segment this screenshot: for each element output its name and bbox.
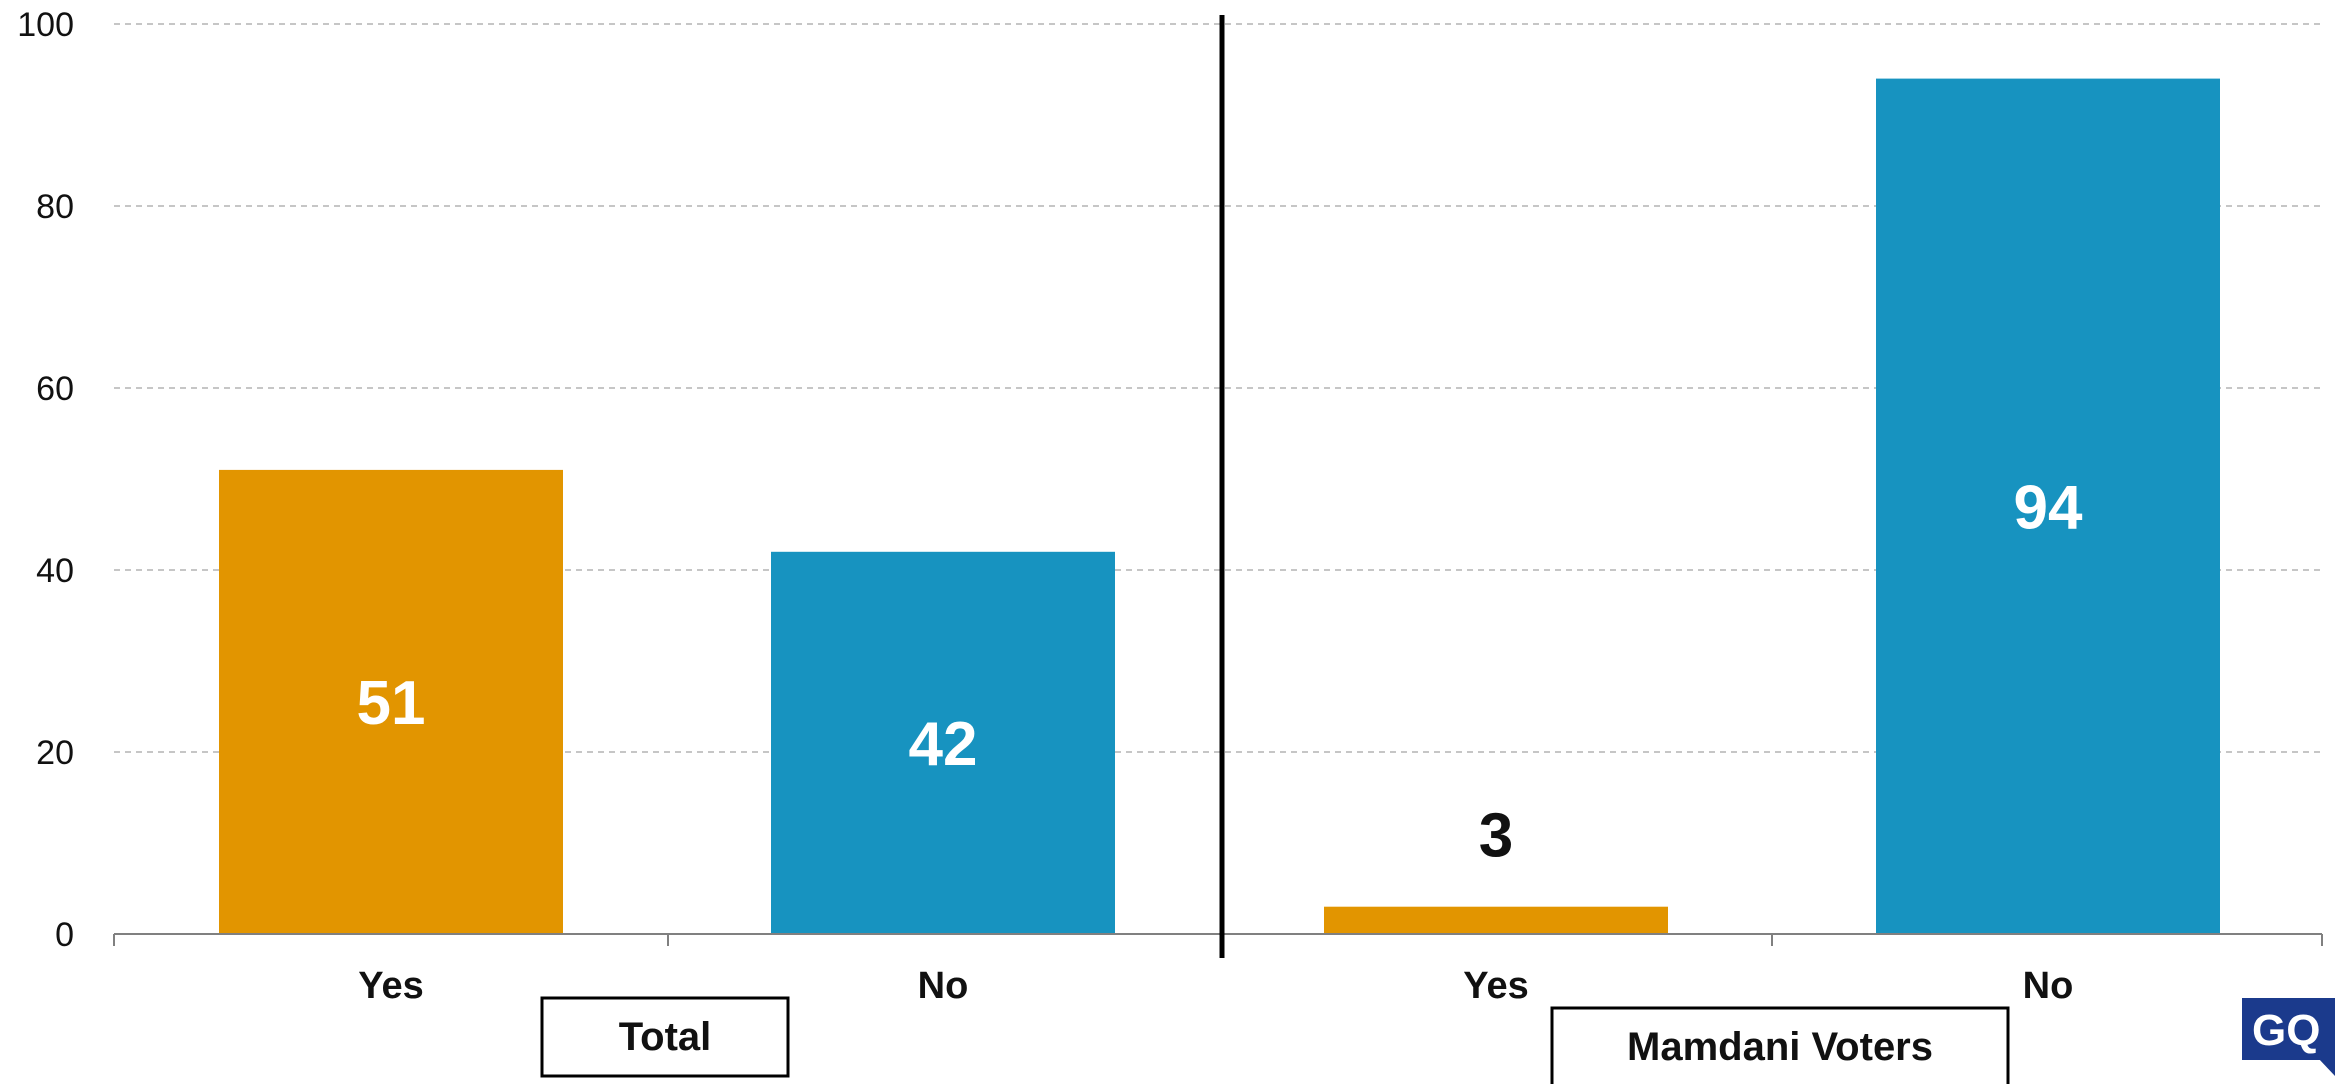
logo-tail: [2318, 1058, 2335, 1076]
y-tick-label: 80: [36, 188, 74, 226]
group-label: Mamdani Voters: [1627, 1025, 1933, 1069]
bar-no: [771, 551, 1115, 934]
y-tick-label: 60: [36, 370, 74, 408]
value-label: 51: [357, 669, 426, 738]
category-label: No: [918, 965, 969, 1007]
category-label: Yes: [358, 965, 424, 1007]
x-axis: [113, 933, 2323, 946]
group-label-box: [540, 996, 790, 1078]
group-labels: Total Mamdani Voters: [540, 996, 2010, 1084]
y-axis-ticks: 0 20 40 60 80 100: [17, 6, 74, 954]
category-label: Yes: [1463, 965, 1529, 1007]
group-label: Total: [619, 1015, 712, 1059]
group-label-box: [1550, 1006, 2010, 1084]
value-labels: 51 42 3 94: [357, 473, 2083, 870]
bars: [219, 78, 2220, 935]
category-label: No: [2023, 965, 2074, 1007]
y-tick-label: 0: [55, 916, 74, 954]
bar-yes: [219, 469, 563, 934]
logo: GQ: [2242, 998, 2335, 1076]
bar-no: [1876, 78, 2220, 935]
y-tick-label: 40: [36, 552, 74, 590]
value-label: 94: [2014, 473, 2083, 542]
value-label: 3: [1479, 802, 1513, 871]
y-tick-label: 20: [36, 734, 74, 772]
logo-text: GQ: [2252, 1006, 2320, 1055]
y-tick-label: 100: [17, 6, 74, 44]
logo-badge: [2242, 998, 2335, 1060]
value-label: 42: [909, 710, 978, 779]
bar-yes: [1324, 906, 1668, 934]
category-labels: Yes No Yes No: [358, 965, 2073, 1007]
